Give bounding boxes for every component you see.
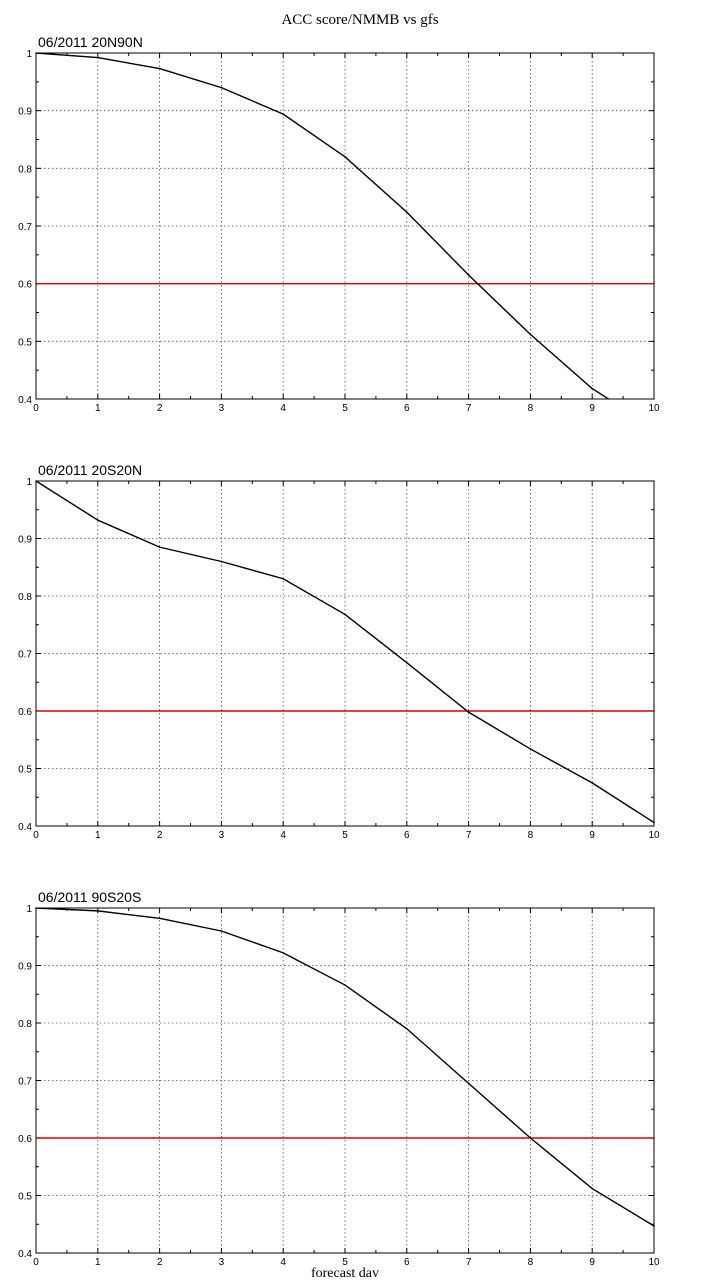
y-tick-label: 0.6 <box>18 707 32 718</box>
chart-panel-1: 06/2011 20N90N 0 1 2 3 4 5 6 7 8 9 10 1 0.9 0.8 0.7 0.6 0… <box>18 34 660 414</box>
x-tick-label: 0 <box>33 830 39 841</box>
y-tick-label: 0.4 <box>18 1249 32 1260</box>
data-point <box>282 113 285 115</box>
data-point <box>220 930 223 932</box>
x-tick-label: 4 <box>280 1257 286 1268</box>
data-point <box>158 67 161 70</box>
x-tick-label: 9 <box>589 403 595 414</box>
y-tick-label: 0.4 <box>18 822 32 833</box>
x-tick-label: 4 <box>280 403 286 414</box>
chart-panel-3: 06/2011 90S20S 0 1 2 3 4 5 6 7 8 9 10 1 0.9 0.8 0.7 0.6 0… <box>18 889 660 1268</box>
x-tick-label: 8 <box>528 830 534 841</box>
panel-title: 06/2011 20N90N <box>38 34 143 50</box>
data-point <box>282 577 285 580</box>
x-tick-label: 3 <box>219 1257 225 1268</box>
x-tick-label: 2 <box>157 1257 163 1268</box>
x-tick-label: 6 <box>404 403 410 414</box>
plot-frame <box>35 907 655 1254</box>
data-point <box>406 1027 408 1030</box>
y-tick-label: 0.8 <box>18 164 32 175</box>
y-tick-label: 1 <box>26 904 32 915</box>
y-tick-label: 0.9 <box>18 962 32 973</box>
x-tick-label: 7 <box>466 403 472 414</box>
y-tick-label: 0.7 <box>18 222 32 233</box>
plot-frame <box>35 52 655 400</box>
y-tick-label: 0.4 <box>18 395 32 406</box>
x-tick-label: 9 <box>589 1257 595 1268</box>
data-point <box>529 333 532 336</box>
y-tick-label: 0.5 <box>18 1192 32 1203</box>
data-point <box>591 1187 593 1190</box>
data-point <box>591 782 593 784</box>
y-tick-label: 0.6 <box>18 280 32 291</box>
data-point <box>220 560 223 563</box>
y-tick-label: 0.5 <box>18 765 32 776</box>
x-tick-label: 0 <box>33 1257 39 1268</box>
data-point <box>467 711 470 713</box>
x-tick-label: 10 <box>648 830 660 841</box>
panel-title: 06/2011 90S20S <box>38 889 141 905</box>
x-tick-label: 6 <box>404 1257 410 1268</box>
data-point <box>97 910 99 912</box>
y-tick-label: 0.8 <box>18 1019 32 1030</box>
data-point <box>344 613 346 616</box>
y-tick-label: 1 <box>26 477 32 488</box>
x-tick-label: 9 <box>589 830 595 841</box>
data-point <box>467 1082 470 1085</box>
x-tick-label: 10 <box>648 1257 660 1268</box>
x-tick-label: 1 <box>95 403 101 414</box>
data-point <box>158 546 161 548</box>
y-tick-label: 1 <box>26 49 32 60</box>
x-tick-label: 1 <box>95 1257 101 1268</box>
x-tick-label: 0 <box>33 403 39 414</box>
x-tick-label: 2 <box>157 830 163 841</box>
data-point <box>97 56 99 59</box>
x-tick-label: 1 <box>95 830 101 841</box>
x-tick-label: 5 <box>342 1257 348 1268</box>
y-tick-label: 0.9 <box>18 535 32 546</box>
x-tick-label: 3 <box>219 403 225 414</box>
data-point <box>406 661 408 664</box>
data-point <box>344 984 346 986</box>
x-tick-label: 3 <box>219 830 225 841</box>
data-point <box>344 156 346 158</box>
figure-title: ACC score/NMMB vs gfs <box>281 12 438 28</box>
data-point <box>406 211 408 213</box>
data-point <box>529 1137 532 1139</box>
plot-frame <box>35 480 655 827</box>
data-point <box>97 519 99 521</box>
x-tick-label: 2 <box>157 403 163 414</box>
x-axis-label: forecast dav <box>311 1266 379 1281</box>
data-point <box>591 387 593 390</box>
chart-panel-2: 06/2011 20S20N 0 1 2 3 4 5 6 7 8 9 10 1 0.9 0.8 0.7 0.6 0… <box>18 462 660 841</box>
series-line <box>36 908 654 1227</box>
y-tick-label: 0.8 <box>18 592 32 603</box>
data-point <box>220 86 223 89</box>
y-tick-label: 0.7 <box>18 650 32 661</box>
data-point <box>467 274 470 276</box>
y-tick-label: 0.9 <box>18 107 32 118</box>
y-tick-label: 0.6 <box>18 1134 32 1145</box>
data-point <box>529 748 532 750</box>
data-point <box>158 917 161 920</box>
x-tick-label: 8 <box>528 403 534 414</box>
x-tick-label: 5 <box>342 830 348 841</box>
data-point <box>282 952 285 954</box>
x-tick-label: 4 <box>280 830 286 841</box>
x-tick-label: 6 <box>404 830 410 841</box>
series-line <box>36 481 654 824</box>
y-tick-label: 0.7 <box>18 1077 32 1088</box>
y-tick-label: 0.5 <box>18 337 32 348</box>
x-tick-label: 7 <box>466 830 472 841</box>
x-tick-label: 8 <box>528 1257 534 1268</box>
panel-title: 06/2011 20S20N <box>38 462 142 478</box>
x-tick-label: 7 <box>466 1257 472 1268</box>
x-tick-label: 5 <box>342 403 348 414</box>
x-tick-label: 10 <box>648 403 660 414</box>
